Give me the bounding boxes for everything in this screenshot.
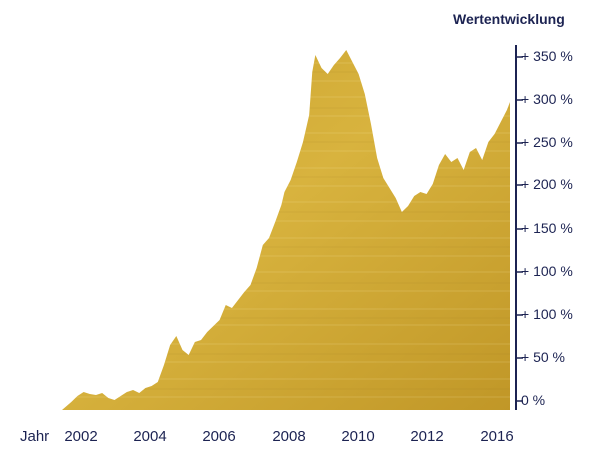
- x-axis-tick-label: 2002: [64, 428, 97, 445]
- y-axis-tick-label: + 150 %: [521, 220, 573, 236]
- chart-title: Wertentwicklung: [453, 11, 565, 27]
- x-axis-tick-label: 2006: [202, 428, 235, 445]
- y-axis-tick-label: + 100 %: [521, 306, 573, 322]
- y-axis-tick-label: + 350 %: [521, 48, 573, 64]
- x-axis-tick-label: 2012: [410, 428, 443, 445]
- x-axis-tick-label: 2016: [480, 428, 513, 445]
- performance-area: [62, 50, 510, 410]
- y-axis-tick-label: + 50 %: [521, 349, 565, 365]
- y-axis-tick-label: + 250 %: [521, 134, 573, 150]
- y-axis-ticks: + 350 % + 300 % + 250 % + 200 % + 150 % + 100…: [516, 48, 573, 408]
- x-axis-tick-label: 2008: [272, 428, 305, 445]
- y-axis-tick-label: + 200 %: [521, 176, 573, 192]
- y-axis-tick-label: + 100 %: [521, 263, 573, 279]
- x-axis-tick-label: 2010: [341, 428, 374, 445]
- x-axis-tick-label: 2004: [133, 428, 166, 445]
- x-axis-ticks: 2002 2004 2006 2008 2010 2012 2016: [64, 428, 513, 445]
- y-axis-tick-label: + 300 %: [521, 91, 573, 107]
- y-axis-tick-label: 0 %: [521, 392, 545, 408]
- x-axis-label: Jahr: [20, 428, 49, 445]
